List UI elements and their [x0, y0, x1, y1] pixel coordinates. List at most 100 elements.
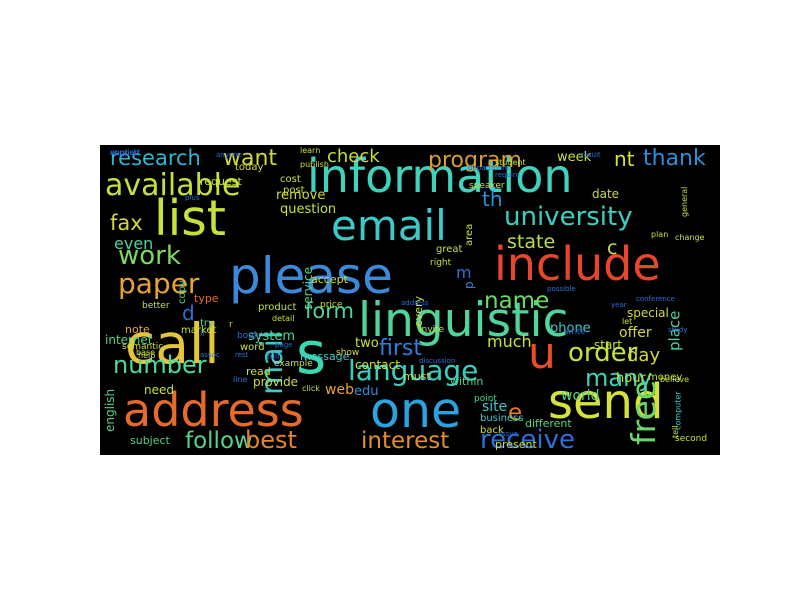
cloud-word-detail: detail — [272, 314, 294, 323]
cloud-word-please: please — [229, 247, 393, 305]
cloud-word-th: th — [482, 187, 503, 211]
cloud-word-mail: mail — [255, 331, 290, 395]
cloud-word-remove: remove — [276, 188, 325, 203]
cloud-word-name: name — [484, 288, 549, 314]
cloud-word-interest: interest — [361, 428, 449, 454]
cloud-word-many: many — [585, 364, 653, 392]
cloud-word-plan: plan — [651, 230, 668, 239]
cloud-word-program: program — [428, 148, 522, 173]
cloud-word-department: department — [468, 164, 510, 172]
cloud-word-line: line — [233, 375, 248, 384]
word-cloud-canvas: informationpleaselinguisticaddressinclud… — [103, 146, 707, 455]
cloud-word-p: p — [462, 281, 476, 289]
cloud-word-fax: fax — [110, 211, 143, 235]
cloud-word-day: day — [627, 345, 660, 366]
cloud-word-edu: edu — [354, 384, 379, 399]
cloud-word-even: even — [114, 234, 153, 253]
cloud-word-thank: thank — [643, 146, 706, 171]
cloud-word-request: request — [200, 175, 243, 188]
cloud-word-information: information — [307, 149, 573, 203]
cloud-word-page: page — [275, 341, 292, 349]
cloud-word-present: present — [495, 438, 538, 451]
cloud-word-publish: publish — [300, 160, 329, 169]
cloud-word-contact: contact — [355, 358, 400, 372]
cloud-word-two: two — [355, 336, 379, 351]
cloud-word-nt: nt — [614, 147, 635, 171]
cloud-word-believe: believe — [660, 375, 689, 384]
cloud-word-computer: computer — [674, 391, 683, 430]
cloud-word-anyone: anyone — [216, 151, 242, 159]
cloud-word-address: address — [401, 299, 429, 307]
cloud-word-product: product — [258, 302, 297, 313]
cloud-word-invite: invite — [419, 325, 445, 335]
cloud-word-want: want — [223, 146, 277, 171]
cloud-word-rest: rest — [235, 351, 249, 359]
cloud-word-require: require — [495, 171, 520, 179]
cloud-word-area: area — [464, 224, 475, 246]
cloud-word-phone: phone — [550, 321, 591, 336]
cloud-word-list: list — [154, 190, 226, 247]
cloud-word-place: place — [666, 311, 684, 351]
cloud-word-conference: conference — [636, 295, 675, 303]
cloud-word-english: english — [110, 148, 139, 157]
cloud-word-s: s — [296, 319, 326, 387]
cloud-word-one: one — [370, 382, 461, 439]
cloud-word-discussion: discussion — [419, 357, 455, 365]
cloud-word-right: right — [430, 258, 452, 268]
cloud-word-study: study — [668, 326, 687, 334]
cloud-word-support: support — [110, 148, 141, 157]
cloud-word-write: write — [565, 327, 585, 336]
cloud-word-paper: paper — [118, 267, 200, 300]
cloud-word-base: base — [136, 348, 155, 357]
cloud-word-internet: internet — [105, 333, 153, 347]
cloud-word-week: week — [557, 150, 592, 165]
cloud-word-issue: issue — [500, 430, 518, 438]
cloud-word-let: let — [622, 317, 632, 326]
cloud-word-copy: copy — [177, 280, 188, 304]
cloud-word-system: system — [248, 329, 295, 344]
cloud-word-tell: tell — [671, 425, 680, 438]
cloud-word-state: state — [507, 231, 555, 253]
cloud-word-follow: follow — [185, 428, 253, 454]
cloud-word-available: available — [105, 168, 240, 203]
cloud-word-address: address — [123, 383, 304, 437]
cloud-word-work: work — [118, 241, 181, 271]
cloud-word-general: general — [680, 187, 689, 217]
cloud-word-linguistic: linguistic — [358, 293, 568, 348]
cloud-word-show: show — [336, 348, 359, 358]
cloud-word-assoc: assoc — [200, 351, 220, 359]
cloud-word-book: book — [237, 331, 260, 341]
cloud-word-try: try — [200, 318, 214, 329]
cloud-word-order: order — [568, 338, 638, 368]
cloud-word-message: message — [300, 350, 350, 363]
cloud-word-subject: subject — [130, 434, 171, 447]
cloud-word-u: u — [528, 328, 556, 379]
cloud-word-possible: possible — [547, 285, 576, 293]
cloud-word-accept: accept — [311, 273, 349, 286]
cloud-word-money: money — [648, 372, 682, 383]
cloud-word-il: il — [200, 329, 204, 338]
cloud-word-great: great — [436, 244, 463, 255]
cloud-word-second: second — [675, 434, 707, 444]
cloud-word-number: number — [113, 351, 207, 379]
cloud-word-result: result — [581, 151, 601, 159]
cloud-word-different: different — [525, 417, 572, 430]
cloud-word-site: site — [482, 399, 507, 415]
cloud-word-much: much — [487, 332, 532, 351]
cloud-word-offer: offer — [619, 325, 652, 341]
cloud-word-read: read — [246, 365, 271, 378]
cloud-word-today: today — [235, 162, 264, 173]
cloud-word-better: better — [142, 301, 170, 311]
cloud-word-business: business — [480, 413, 524, 424]
cloud-word-student: student — [495, 158, 526, 167]
cloud-word-r: r — [229, 320, 233, 330]
cloud-word-university: university — [504, 202, 633, 232]
cloud-word-plus: plus — [185, 194, 200, 202]
cloud-word-hour: hour — [616, 371, 646, 386]
cloud-word-full: full — [267, 352, 279, 361]
cloud-word-english: english — [103, 389, 117, 432]
cloud-word-date: date — [592, 187, 619, 201]
cloud-word-form: form — [305, 299, 354, 323]
cloud-word-type: type — [194, 292, 219, 305]
cloud-word-back: back — [480, 425, 504, 436]
